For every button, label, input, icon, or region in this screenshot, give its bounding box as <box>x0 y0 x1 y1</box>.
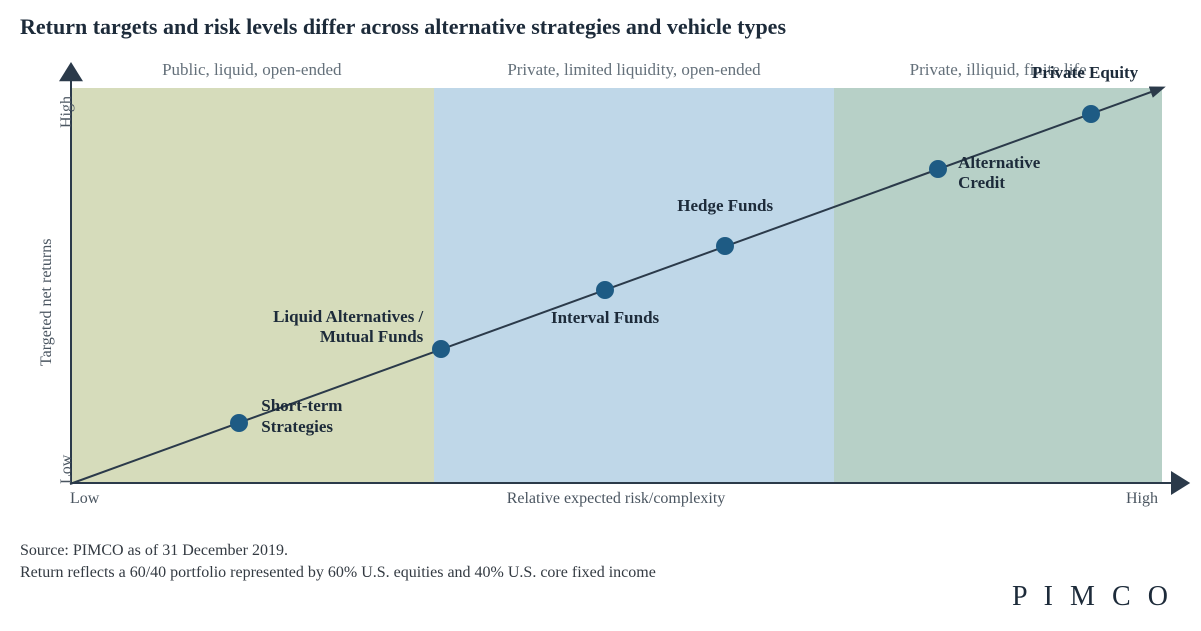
data-point <box>1082 105 1100 123</box>
footnote-line1: Source: PIMCO as of 31 December 2019. <box>20 540 656 562</box>
data-point <box>230 414 248 432</box>
data-point <box>432 340 450 358</box>
data-point-label: Private Equity <box>965 63 1201 83</box>
region-label: Public, liquid, open-ended <box>70 60 434 80</box>
page-title: Return targets and risk levels differ ac… <box>20 14 786 40</box>
footnote-line2: Return reflects a 60/40 portfolio repres… <box>20 562 656 584</box>
y-axis-arrow <box>59 62 83 86</box>
y-axis-low-label: Low <box>58 455 76 484</box>
y-axis-title: Targeted net returns <box>38 239 56 366</box>
x-axis-line <box>70 482 1176 484</box>
data-point <box>929 160 947 178</box>
data-point-label: Interval Funds <box>485 308 725 328</box>
y-axis-high-label: High <box>58 96 76 128</box>
data-point-label: AlternativeCredit <box>958 153 1040 194</box>
data-point <box>596 281 614 299</box>
x-axis-title: Relative expected risk/complexity <box>70 490 1162 508</box>
region-label: Private, limited liquidity, open-ended <box>434 60 835 80</box>
x-axis-arrow <box>1171 471 1195 495</box>
plot-area: Short-termStrategies Liquid Alternatives … <box>70 88 1162 484</box>
data-point-label: Short-termStrategies <box>261 396 342 437</box>
brand-logo: P I M C O <box>1012 581 1173 613</box>
page: Return targets and risk levels differ ac… <box>0 0 1201 631</box>
data-point <box>716 237 734 255</box>
data-point-label: Hedge Funds <box>605 196 845 216</box>
footnote: Source: PIMCO as of 31 December 2019. Re… <box>20 540 656 583</box>
data-point-label: Liquid Alternatives /Mutual Funds <box>273 307 423 348</box>
y-axis-line <box>70 74 72 484</box>
